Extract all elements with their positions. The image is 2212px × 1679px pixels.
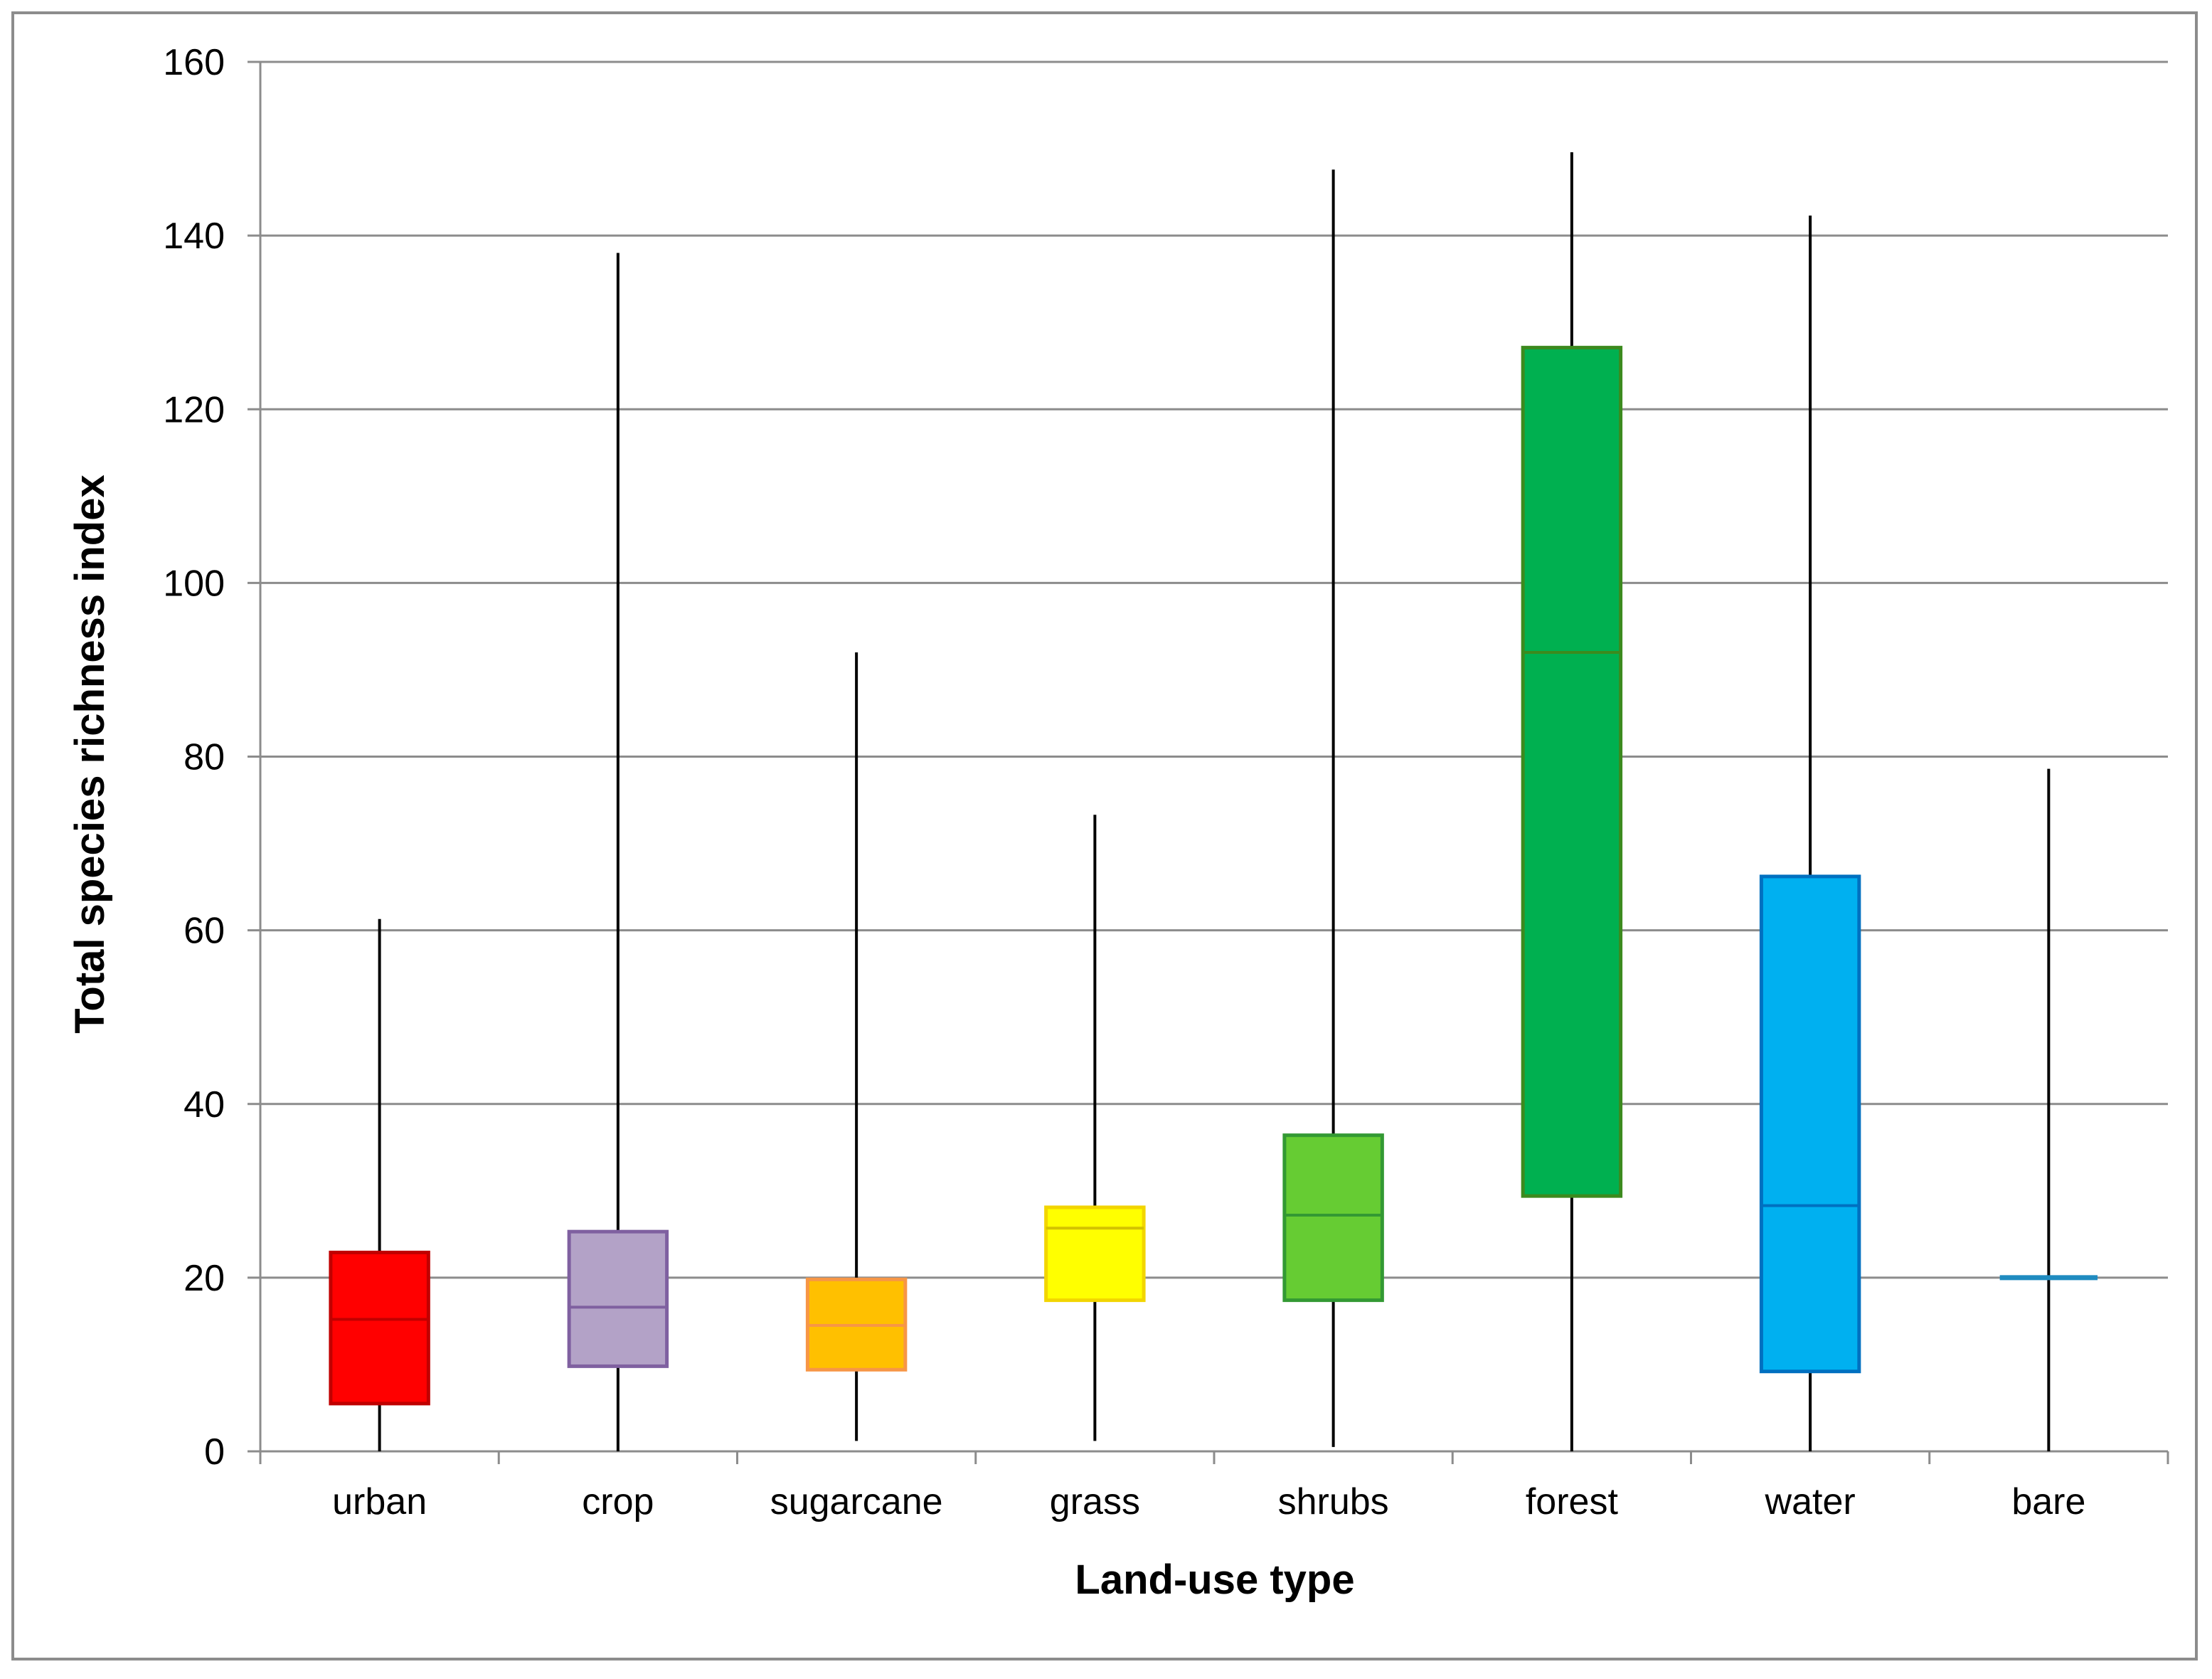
boxes xyxy=(329,152,2098,1451)
x-tick-labels: urban crop sugarcane grass shrubs forest water… xyxy=(332,1481,2085,1522)
box-shrubs xyxy=(1282,1133,1384,1303)
y-tick-label-140: 140 xyxy=(163,216,225,257)
y-tick-label-120: 120 xyxy=(163,389,225,430)
x-tick-label-grass: grass xyxy=(1050,1481,1140,1522)
y-tick-label-100: 100 xyxy=(163,563,225,604)
y-tick-label-20: 20 xyxy=(184,1258,225,1299)
axes xyxy=(248,60,2169,1464)
y-tick-label-80: 80 xyxy=(184,737,225,778)
y-axis-title: Total species richness index xyxy=(67,475,113,1033)
x-tick-label-bare: bare xyxy=(2011,1481,2085,1522)
x-tick-label-water: water xyxy=(1765,1481,1856,1522)
box-crop xyxy=(567,1229,669,1368)
gridlines xyxy=(260,60,2168,1279)
box-water xyxy=(1759,874,1861,1374)
x-tick-label-urban: urban xyxy=(332,1481,427,1522)
y-tick-label-0: 0 xyxy=(204,1431,225,1473)
y-tick-label-160: 160 xyxy=(163,42,225,83)
box-forest xyxy=(1521,346,1623,1198)
x-tick-label-sugarcane: sugarcane xyxy=(770,1481,943,1522)
y-tick-labels: 0 20 40 60 80 100 120 140 160 xyxy=(163,42,225,1473)
box-grass xyxy=(1044,1205,1146,1303)
x-tick-label-crop: crop xyxy=(582,1481,654,1522)
x-axis-title: Land-use type xyxy=(1075,1557,1354,1603)
box-urban xyxy=(329,1250,430,1406)
x-tick-label-forest: forest xyxy=(1526,1481,1619,1522)
y-tick-label-40: 40 xyxy=(184,1084,225,1125)
x-tick-label-shrubs: shrubs xyxy=(1278,1481,1389,1522)
y-tick-label-60: 60 xyxy=(184,911,225,952)
